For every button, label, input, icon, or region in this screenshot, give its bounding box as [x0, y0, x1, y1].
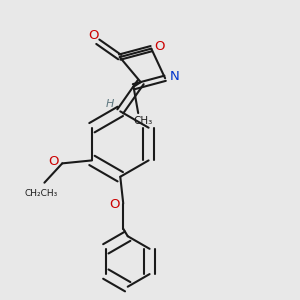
Text: H: H	[106, 99, 114, 109]
Text: N: N	[170, 70, 179, 83]
Text: CH₃: CH₃	[133, 116, 152, 126]
Text: O: O	[154, 40, 165, 53]
Text: O: O	[110, 199, 120, 212]
Text: O: O	[88, 29, 99, 42]
Text: O: O	[49, 155, 59, 168]
Text: CH₂CH₃: CH₂CH₃	[25, 189, 58, 198]
